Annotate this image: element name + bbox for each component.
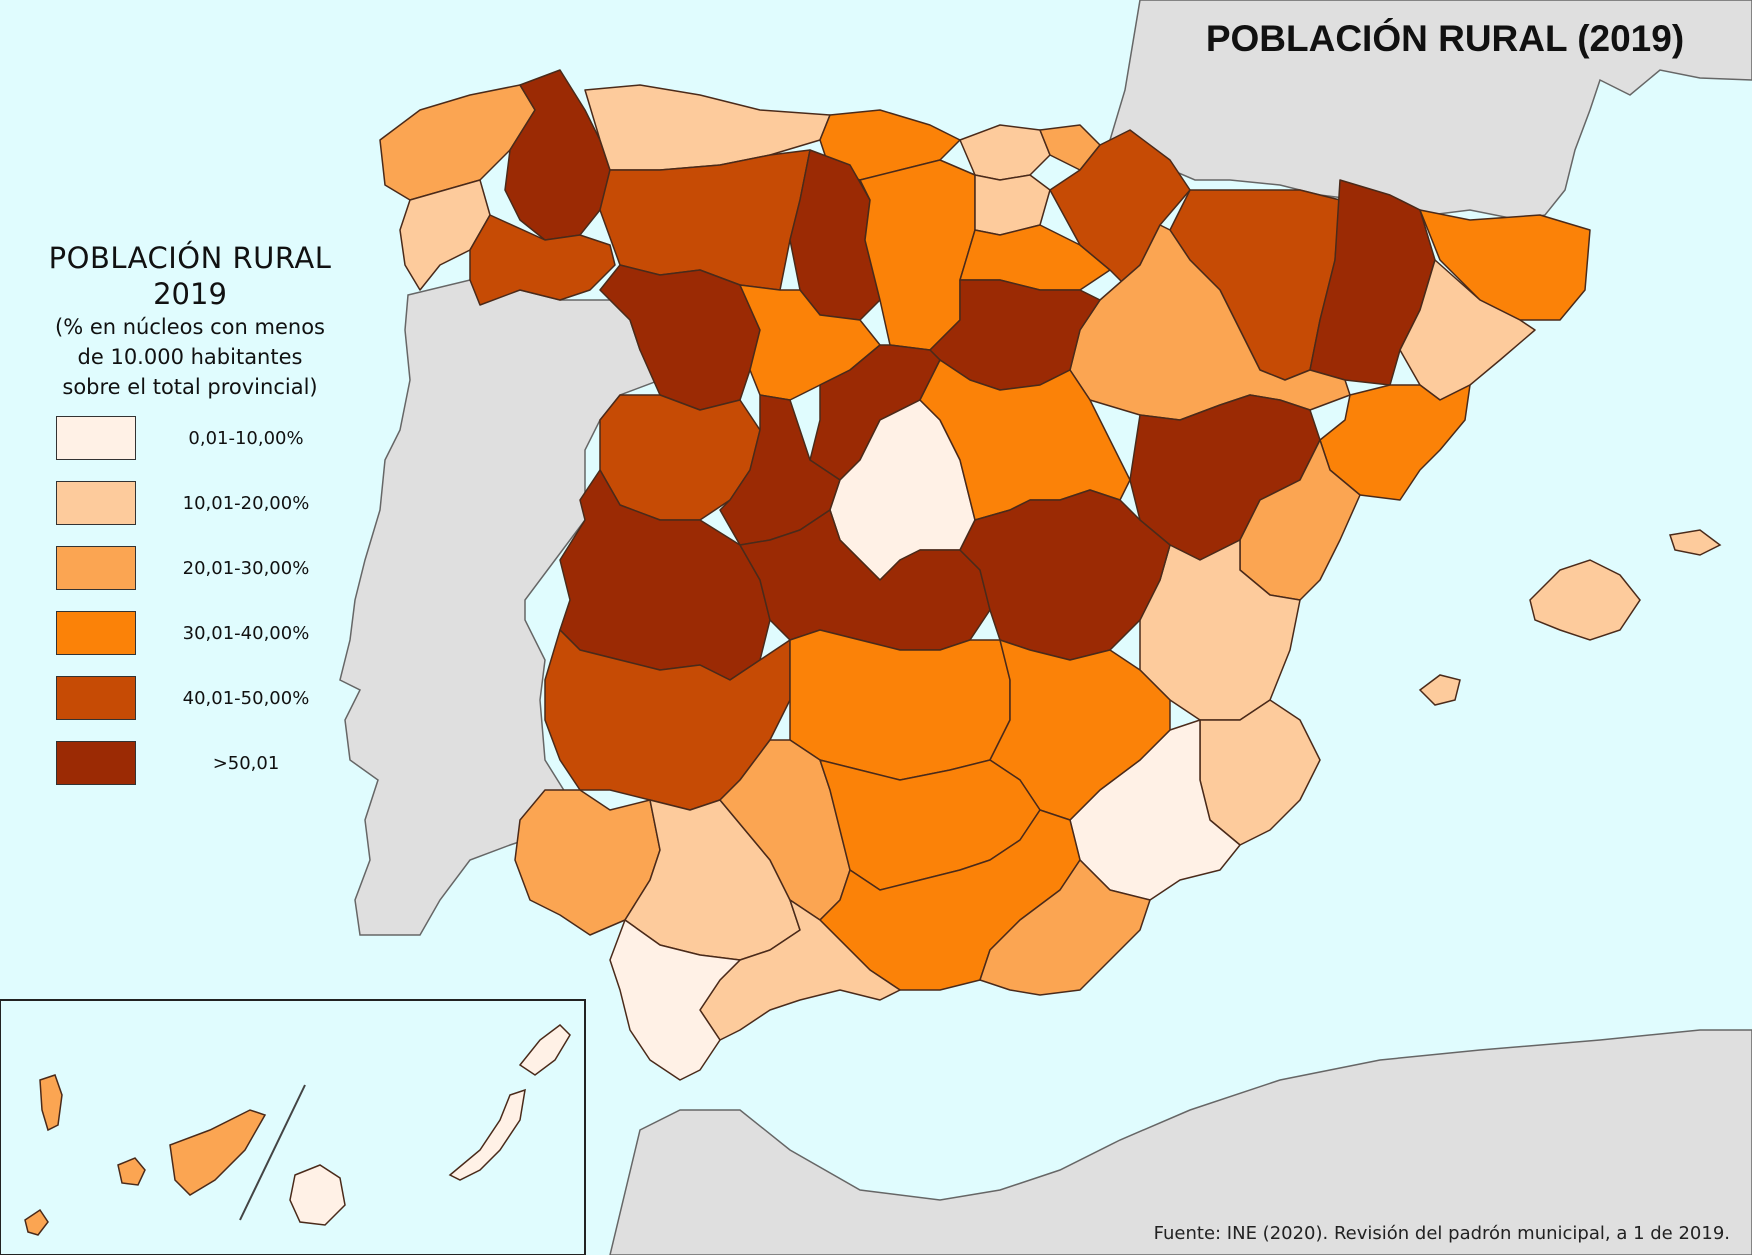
- province-ciudad-real: [789, 629, 1011, 781]
- canary-inset-frame: [0, 999, 586, 1255]
- legend-label-class-5: 40,01-50,00%: [182, 688, 310, 709]
- legend-label-class-6: >50,01: [212, 753, 280, 774]
- legend-title: POBLACIÓN RURAL: [48, 241, 332, 275]
- island-mallorca: [1529, 559, 1641, 641]
- island-la-palma: [39, 1074, 63, 1132]
- province-cuenca: [959, 489, 1171, 661]
- legend-label-class-3: 20,01-30,00%: [182, 558, 310, 579]
- legend-year: 2019: [153, 277, 227, 311]
- island-menorca: [1669, 529, 1722, 556]
- legend-swatch-class-2: [56, 481, 136, 525]
- island-ibiza: [1418, 674, 1461, 706]
- island-fuerteventura: [448, 1088, 526, 1181]
- legend-swatch-class-6: [56, 741, 136, 785]
- legend-subtitle-line-1: (% en núcleos con menos: [55, 315, 325, 339]
- canary-islands: [24, 1024, 571, 1236]
- source-note: Fuente: INE (2020). Revisión del padrón …: [1153, 1223, 1730, 1244]
- province-almeria: [979, 859, 1151, 996]
- legend-item-class-1: 0,01-10,00%: [56, 416, 336, 464]
- province-cadiz: [609, 919, 741, 1081]
- map-title: POBLACIÓN RURAL (2019): [1205, 18, 1685, 59]
- legend: POBLACIÓN RURAL 2019 (% en núcleos con m…: [20, 240, 360, 785]
- legend-swatch-class-3: [56, 546, 136, 590]
- legend-label-class-4: 30,01-40,00%: [182, 623, 310, 644]
- island-gran-canaria: [289, 1164, 346, 1226]
- legend-label-class-2: 10,01-20,00%: [182, 493, 310, 514]
- province-tarragona: [1319, 384, 1471, 501]
- province-albacete: [989, 639, 1171, 821]
- legend-swatch-class-4: [56, 611, 136, 655]
- island-el-hierro: [24, 1208, 49, 1236]
- province-girona: [1419, 209, 1591, 321]
- province-pontevedra: [399, 179, 491, 291]
- province-ourense: [469, 214, 616, 306]
- balearic-islands: [1418, 529, 1722, 706]
- island-la-gomera: [117, 1157, 146, 1186]
- province-asturias: [584, 84, 831, 171]
- island-tenerife: [169, 1109, 267, 1196]
- legend-item-class-2: 10,01-20,00%: [56, 481, 336, 529]
- legend-item-class-5: 40,01-50,00%: [56, 676, 336, 724]
- island-lanzarote: [518, 1024, 571, 1076]
- africa-land: [609, 1029, 1752, 1255]
- legend-subtitle-line-2: de 10.000 habitantes: [77, 345, 303, 369]
- province-lleida: [1309, 179, 1436, 386]
- province-malaga: [699, 899, 901, 1041]
- france-land: [1109, 0, 1752, 221]
- legend-item-class-6: >50,01: [56, 741, 336, 789]
- legend-label-class-1: 0,01-10,00%: [188, 428, 304, 449]
- legend-item-class-4: 30,01-40,00%: [56, 611, 336, 659]
- legend-swatch-class-5: [56, 676, 136, 720]
- canary-divider-line: [239, 1084, 306, 1221]
- legend-swatch-class-1: [56, 416, 136, 460]
- legend-subtitle-line-3: sobre el total provincial): [62, 375, 318, 399]
- legend-item-class-3: 20,01-30,00%: [56, 546, 336, 594]
- spain-provinces: [379, 69, 1591, 1081]
